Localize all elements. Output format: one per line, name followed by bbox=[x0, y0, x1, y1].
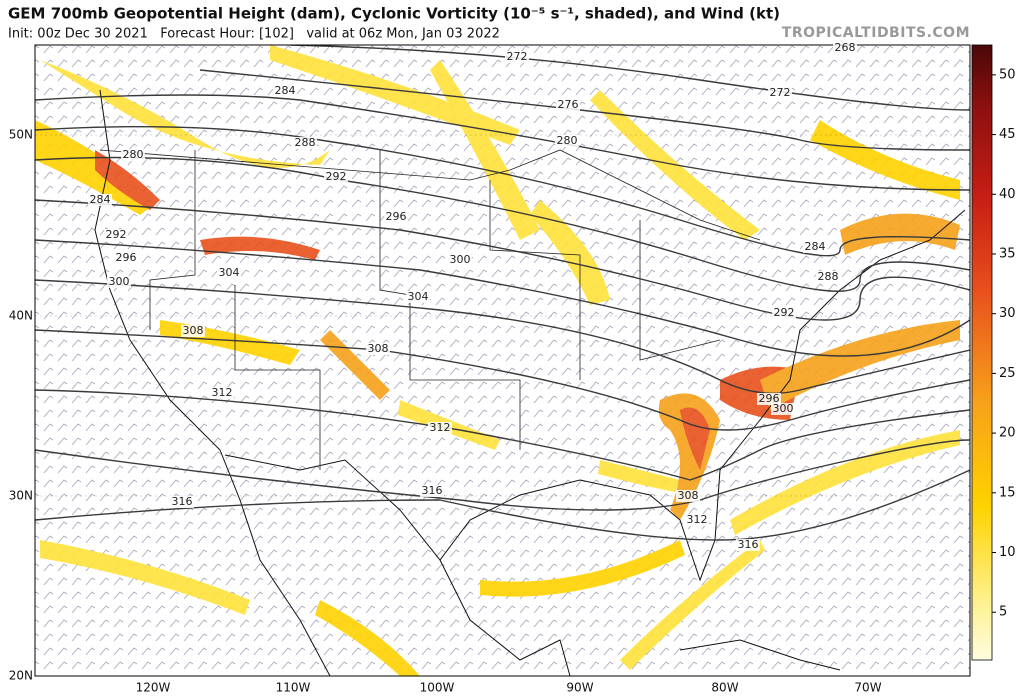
colorbar-tick-label: 30 bbox=[999, 306, 1016, 321]
contour-label: 272 bbox=[770, 86, 791, 99]
contour-label: 280 bbox=[123, 148, 144, 161]
labels: 50N 40N 30N 20N 120W 110W 100W 90W 80W 70W 5 10 15 20… bbox=[9, 41, 1016, 695]
contour-label-bg bbox=[505, 51, 529, 63]
contour-label: 292 bbox=[774, 306, 795, 319]
coastlines bbox=[94, 89, 966, 676]
colorbar-tick-label: 25 bbox=[999, 366, 1016, 381]
contour-label: 304 bbox=[219, 266, 240, 279]
contour-label: 308 bbox=[183, 324, 204, 337]
contour-label-bg bbox=[88, 194, 112, 206]
lon-label: 80W bbox=[711, 681, 738, 695]
contour-label: 288 bbox=[295, 136, 316, 149]
contour-label: 300 bbox=[109, 275, 130, 288]
colorbar-tick-label: 40 bbox=[999, 187, 1016, 202]
contour-label: 268 bbox=[835, 41, 856, 54]
contour-label-bg bbox=[324, 171, 348, 183]
contour-label-bg bbox=[384, 211, 408, 223]
contour-label: 308 bbox=[678, 489, 699, 502]
contour-label-bg bbox=[448, 254, 472, 266]
lat-label: 20N bbox=[9, 669, 33, 683]
contour-label: 284 bbox=[805, 240, 826, 253]
contour-label-bg bbox=[771, 403, 795, 415]
contour-label-bg bbox=[406, 291, 430, 303]
borders bbox=[99, 149, 761, 470]
lon-label: 100W bbox=[420, 681, 455, 695]
contour-label-bg bbox=[107, 276, 131, 288]
contour-label-bg bbox=[293, 137, 317, 149]
map-area bbox=[35, 45, 970, 676]
contour-label-bg bbox=[803, 241, 827, 253]
colorbar-tick-label: 20 bbox=[999, 426, 1016, 441]
contour-label: 292 bbox=[106, 228, 127, 241]
contour-label-bg bbox=[121, 149, 145, 161]
lon-label: 110W bbox=[276, 681, 311, 695]
contour-label: 272 bbox=[507, 50, 528, 63]
colorbar-tick-label: 45 bbox=[999, 127, 1016, 142]
contour-label-bg bbox=[170, 496, 194, 508]
contour-label-bg bbox=[366, 343, 390, 355]
contour-label-bg bbox=[833, 42, 857, 54]
contour-label: 316 bbox=[738, 538, 759, 551]
contour-label-bg bbox=[273, 85, 297, 97]
colorbar-tick-label: 50 bbox=[999, 67, 1016, 82]
lat-label: 40N bbox=[9, 309, 33, 323]
contour-label: 304 bbox=[408, 290, 429, 303]
contour-label-bg bbox=[428, 422, 452, 434]
colorbar bbox=[971, 44, 993, 661]
contour-label: 296 bbox=[116, 251, 137, 264]
contour-label: 308 bbox=[368, 342, 389, 355]
colorbar-tick-label: 35 bbox=[999, 246, 1016, 261]
contour-label-bg bbox=[676, 490, 700, 502]
lon-label: 70W bbox=[854, 681, 881, 695]
map-subtitle: Init: 00z Dec 30 2021 Forecast Hour: [10… bbox=[8, 27, 500, 42]
contour-label-bg bbox=[181, 325, 205, 337]
contour-label-bg bbox=[556, 99, 580, 111]
contour-label: 288 bbox=[818, 270, 839, 283]
height-contours bbox=[35, 45, 970, 541]
colorbar-tick-label: 10 bbox=[999, 545, 1016, 560]
contour-label-bg bbox=[210, 387, 234, 399]
contour-label: 296 bbox=[759, 392, 780, 405]
contour-label: 312 bbox=[430, 421, 451, 434]
lat-label: 50N bbox=[9, 128, 33, 142]
lon-label: 120W bbox=[136, 681, 171, 695]
contour-label: 284 bbox=[90, 193, 111, 206]
contour-label-bg bbox=[757, 393, 781, 405]
contour-label-bg bbox=[104, 229, 128, 241]
contour-label-bg bbox=[768, 87, 792, 99]
lat-label: 30N bbox=[9, 489, 33, 503]
contour-label-bg bbox=[217, 267, 241, 279]
contour-label: 316 bbox=[422, 484, 443, 497]
colorbar-tick-label: 15 bbox=[999, 485, 1016, 500]
contour-label: 292 bbox=[326, 170, 347, 183]
contour-label-bg bbox=[736, 539, 760, 551]
brand: TROPICALTIDBITS.COM bbox=[782, 25, 970, 41]
contour-label: 276 bbox=[558, 98, 579, 111]
contour-label-bg bbox=[685, 514, 709, 526]
contour-label: 280 bbox=[557, 134, 578, 147]
lon-label: 90W bbox=[566, 681, 593, 695]
contour-label: 296 bbox=[386, 210, 407, 223]
contour-label: 300 bbox=[773, 402, 794, 415]
contour-label-bg bbox=[772, 307, 796, 319]
contour-label: 300 bbox=[450, 253, 471, 266]
map-frame bbox=[34, 44, 971, 677]
contour-label-bg bbox=[420, 485, 444, 497]
contour-label-bg bbox=[816, 271, 840, 283]
contour-label: 312 bbox=[687, 513, 708, 526]
map-title: GEM 700mb Geopotential Height (dam), Cyc… bbox=[8, 5, 780, 23]
contour-label-bg bbox=[555, 135, 579, 147]
contour-label-bg bbox=[114, 252, 138, 264]
contour-label: 284 bbox=[275, 84, 296, 97]
contour-label: 316 bbox=[172, 495, 193, 508]
colorbar-tick-label: 5 bbox=[999, 605, 1007, 620]
contour-label: 312 bbox=[212, 386, 233, 399]
